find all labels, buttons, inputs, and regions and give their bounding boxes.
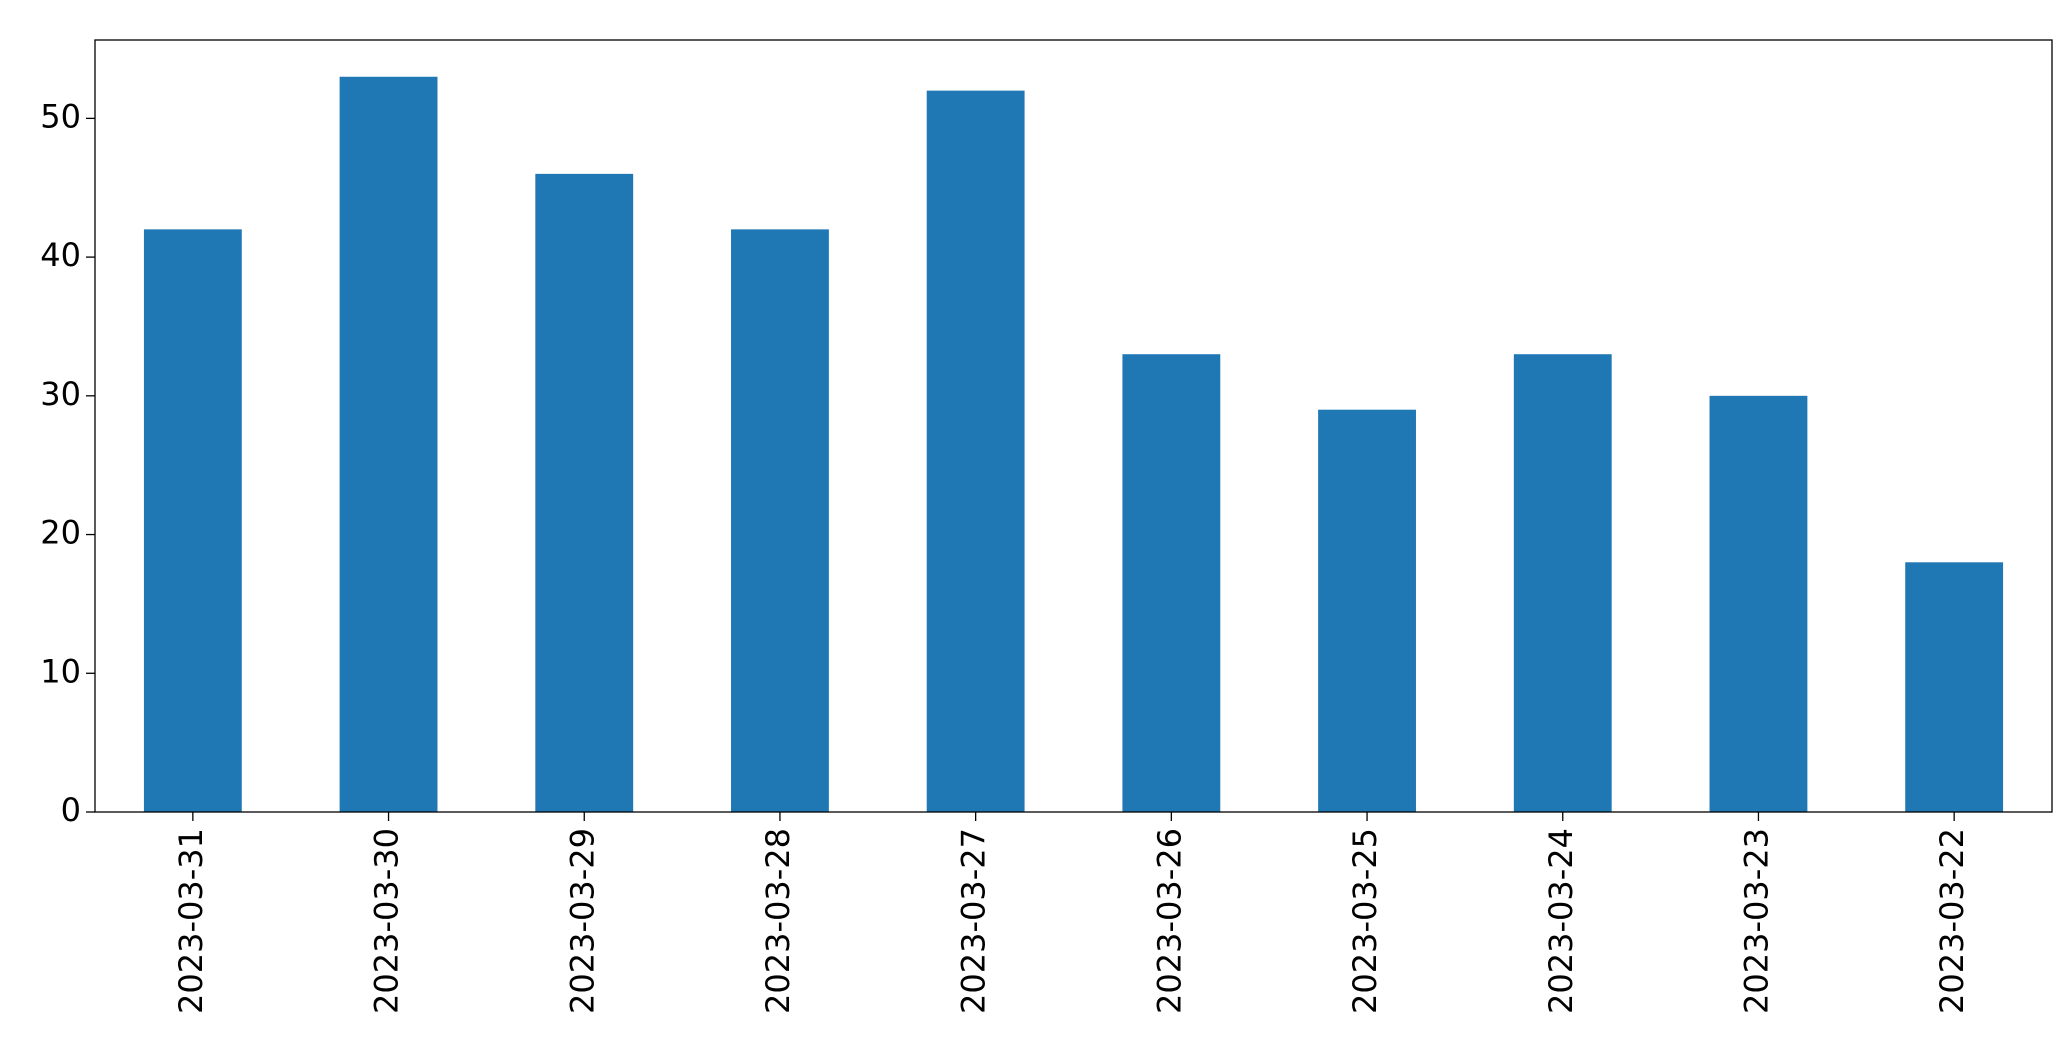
x-tick-label: 2023-03-22 <box>1933 828 1971 1014</box>
y-tick-label: 10 <box>40 652 81 690</box>
x-tick-label: 2023-03-26 <box>1150 828 1188 1014</box>
x-tick-label: 2023-03-24 <box>1542 828 1580 1014</box>
x-tick-label: 2023-03-30 <box>368 828 406 1014</box>
bar <box>1709 395 1808 812</box>
bar <box>1122 354 1221 812</box>
plot-frame <box>94 39 2053 813</box>
y-tick-label: 30 <box>40 375 81 413</box>
bar <box>1905 562 2004 812</box>
bar <box>1513 354 1612 812</box>
bar <box>1318 409 1416 812</box>
bar <box>926 90 1025 812</box>
x-tick-label: 2023-03-27 <box>955 828 993 1014</box>
bar <box>731 229 829 812</box>
x-tick-label: 2023-03-25 <box>1346 828 1384 1014</box>
bar <box>143 229 242 812</box>
x-tick-label: 2023-03-23 <box>1737 828 1775 1014</box>
y-tick-label: 20 <box>40 514 81 552</box>
x-tick-label: 2023-03-29 <box>563 828 601 1014</box>
y-tick-label: 50 <box>40 97 81 135</box>
y-tick-label: 0 <box>61 791 81 829</box>
bar <box>339 76 438 812</box>
x-tick-label: 2023-03-28 <box>759 828 797 1014</box>
y-tick-label: 40 <box>40 236 81 274</box>
bar <box>535 173 634 812</box>
x-tick-label: 2023-03-31 <box>172 828 210 1014</box>
